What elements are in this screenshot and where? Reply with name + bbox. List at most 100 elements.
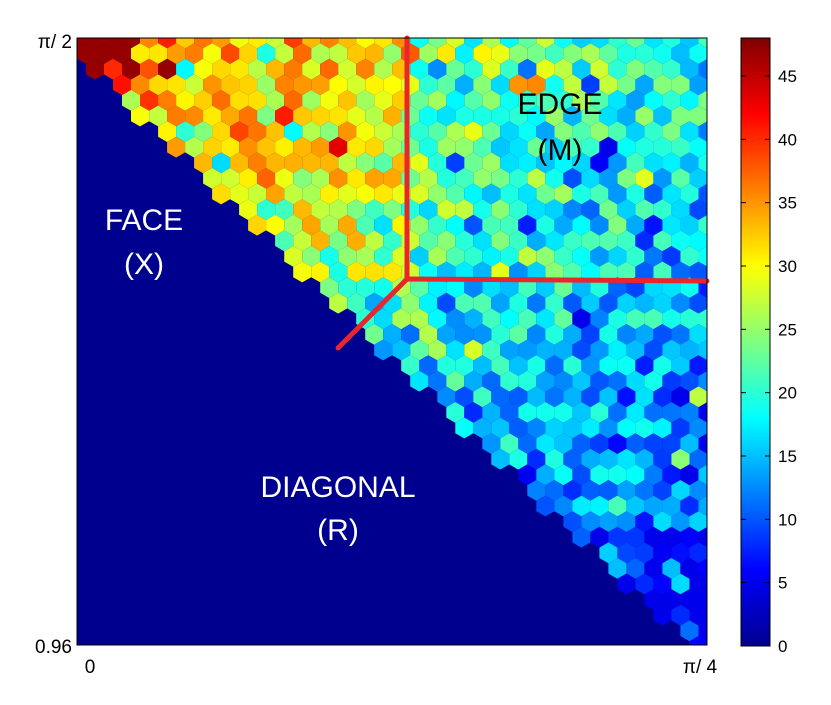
hex-bin	[383, 136, 402, 158]
hex-bin	[365, 199, 384, 220]
hex-bin	[635, 168, 654, 189]
hex-bin	[554, 183, 573, 205]
hex-bin	[275, 136, 294, 158]
hex-bin	[608, 152, 627, 174]
hex-bin	[581, 386, 600, 408]
hex-bin	[176, 121, 195, 142]
hex-bin	[608, 495, 627, 517]
hex-bin	[671, 43, 690, 64]
hex-bin	[419, 355, 438, 376]
hex-bin	[689, 636, 707, 645]
hex-bin	[338, 90, 357, 111]
hex-bin	[608, 526, 627, 548]
hex-bin	[590, 464, 609, 486]
hex-bin	[257, 74, 276, 96]
hex-bin	[599, 355, 618, 376]
hex-bin	[518, 370, 537, 392]
hex-bin	[545, 74, 564, 96]
hex-bin	[572, 370, 591, 392]
hex-bin	[635, 74, 654, 96]
hex-bin	[203, 105, 222, 127]
hex-bin	[446, 152, 465, 174]
hex-bin	[545, 168, 564, 189]
hex-bin	[203, 168, 222, 189]
hex-bin	[464, 246, 483, 267]
hex-bin	[635, 324, 654, 345]
hex-bin	[590, 308, 609, 330]
hex-bin	[419, 168, 438, 189]
hex-bin	[662, 370, 681, 392]
hex-bin	[410, 152, 429, 174]
hex-bin	[617, 511, 636, 532]
hex-bin	[590, 58, 609, 80]
hex-bin	[131, 105, 150, 127]
hex-bin	[329, 261, 348, 283]
hex-bin	[311, 74, 330, 96]
hex-bin	[374, 308, 393, 330]
hex-bin	[347, 105, 366, 127]
hex-bin	[509, 448, 528, 470]
hex-bin	[338, 183, 357, 205]
hex-bin	[680, 339, 699, 361]
hex-bin	[617, 136, 636, 158]
hex-bin	[680, 370, 699, 392]
hex-bin	[383, 74, 402, 96]
hex-bin	[626, 38, 645, 49]
hex-bin	[248, 121, 267, 142]
hex-bin	[581, 199, 600, 220]
hex-bin	[509, 386, 528, 408]
hex-bin	[419, 324, 438, 345]
hex-bin	[545, 355, 564, 376]
hex-bin	[203, 43, 222, 64]
hex-bin	[491, 199, 510, 220]
hex-bin	[572, 38, 591, 49]
hex-bin	[338, 38, 357, 49]
hex-bin	[158, 38, 177, 49]
hex-bin	[572, 121, 591, 142]
hex-bin	[626, 246, 645, 267]
hex-bin	[491, 448, 510, 470]
hex-bin	[230, 121, 249, 142]
hex-bin	[437, 43, 456, 64]
hex-bin	[158, 90, 177, 111]
hex-bin	[671, 168, 690, 189]
hex-bin	[509, 417, 528, 439]
hex-bin	[635, 386, 654, 408]
hex-bin	[708, 449, 726, 470]
hex-bin	[464, 277, 483, 298]
hex-bin	[689, 230, 707, 252]
hex-bin	[455, 136, 474, 158]
hex-bin	[581, 417, 600, 439]
hex-bin	[545, 105, 564, 127]
hex-bin	[131, 43, 150, 64]
hex-bin	[419, 230, 438, 252]
hex-bin	[437, 386, 456, 408]
hex-bin	[320, 214, 339, 236]
hex-bin	[698, 59, 707, 80]
hex-bin	[518, 402, 537, 423]
hex-bin	[608, 433, 627, 454]
hex-bin	[572, 433, 591, 454]
hex-bin	[518, 183, 537, 205]
region-label-diagonal: DIAGONAL	[260, 471, 415, 504]
hex-bin	[572, 526, 591, 548]
hex-bin	[518, 90, 537, 111]
hex-bin	[518, 277, 537, 298]
hex-bin	[500, 38, 519, 49]
hex-bin	[563, 74, 582, 96]
hex-bin	[554, 402, 573, 423]
hex-bin	[419, 105, 438, 127]
hex-bin	[581, 230, 600, 252]
hex-bin	[689, 542, 707, 564]
hex-bin	[708, 199, 726, 220]
hex-bin	[473, 43, 492, 64]
hex-bin	[680, 526, 699, 548]
hex-bin	[104, 58, 122, 80]
hex-bin	[293, 261, 312, 283]
hex-bin	[293, 168, 312, 189]
hex-bin	[644, 183, 663, 205]
hex-bin	[527, 480, 546, 501]
hex-bin	[680, 58, 699, 80]
hex-bin	[536, 183, 555, 205]
hex-bin	[662, 183, 681, 205]
